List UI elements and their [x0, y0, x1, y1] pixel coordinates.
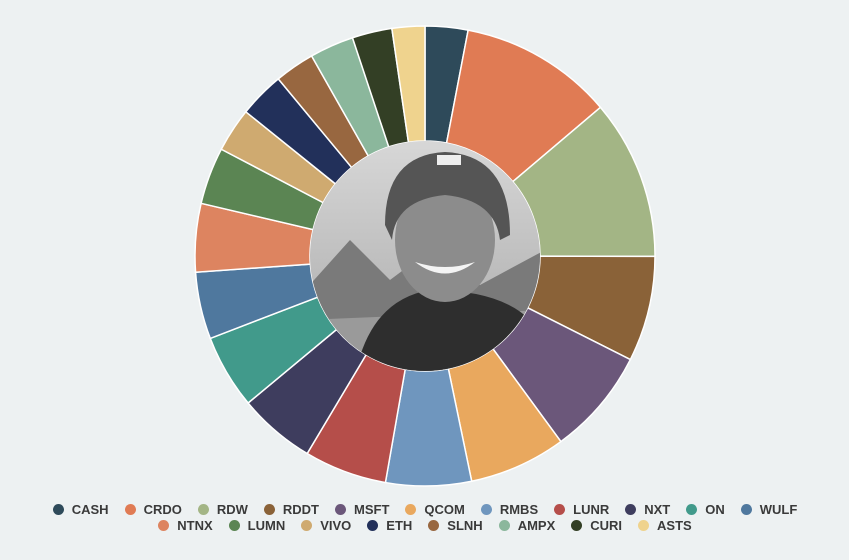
- legend-label: CURI: [590, 517, 623, 533]
- legend-label: CRDO: [143, 501, 182, 517]
- legend-label: ON: [705, 501, 725, 517]
- legend-label: AMPX: [517, 517, 556, 533]
- legend-swatch: [480, 503, 492, 515]
- legend-swatch: [158, 519, 170, 531]
- legend-label: QCOM: [424, 501, 465, 517]
- legend-label: ETH: [386, 517, 413, 533]
- legend-label: NXT: [644, 501, 671, 517]
- legend-swatch: [571, 519, 583, 531]
- legend-swatch: [686, 503, 698, 515]
- legend-item[interactable]: ON: [686, 501, 725, 517]
- legend-label: ASTS: [657, 517, 692, 533]
- legend-swatch: [638, 519, 650, 531]
- legend: CASH CRDO RDW RDDT MSFT QCOM RMBS LUNR NXT ON WULF…: [35, 501, 815, 533]
- legend-item[interactable]: LUMN: [228, 517, 286, 533]
- legend-label: NTNX: [177, 517, 213, 533]
- legend-item[interactable]: ETH: [367, 517, 413, 533]
- legend-swatch: [625, 503, 637, 515]
- legend-swatch: [228, 519, 240, 531]
- legend-swatch: [740, 503, 752, 515]
- legend-swatch: [554, 503, 566, 515]
- legend-item[interactable]: RMBS: [480, 501, 539, 517]
- legend-item[interactable]: QCOM: [405, 501, 465, 517]
- legend-item[interactable]: ASTS: [638, 517, 692, 533]
- legend-label: RMBS: [499, 501, 539, 517]
- legend-label: LUMN: [247, 517, 286, 533]
- legend-item[interactable]: CASH: [52, 501, 109, 517]
- slices: [194, 25, 656, 487]
- legend-item[interactable]: WULF: [740, 501, 798, 517]
- chart: [194, 25, 656, 487]
- legend-label: MSFT: [354, 501, 390, 517]
- legend-swatch: [301, 519, 313, 531]
- legend-item[interactable]: CRDO: [124, 501, 182, 517]
- legend-swatch: [124, 503, 136, 515]
- legend-item[interactable]: CURI: [571, 517, 623, 533]
- legend-swatch: [367, 519, 379, 531]
- legend-item[interactable]: SLNH: [428, 517, 483, 533]
- legend-swatch: [263, 503, 275, 515]
- legend-label: RDDT: [282, 501, 319, 517]
- legend-label: LUNR: [573, 501, 610, 517]
- legend-item[interactable]: VIVO: [301, 517, 352, 533]
- legend-item[interactable]: MSFT: [335, 501, 390, 517]
- legend-item[interactable]: AMPX: [498, 517, 556, 533]
- legend-swatch: [335, 503, 346, 515]
- legend-label: SLNH: [447, 517, 483, 533]
- legend-item[interactable]: NXT: [625, 501, 671, 517]
- legend-swatch: [52, 503, 64, 515]
- legend-swatch: [428, 519, 440, 531]
- legend-label: VIVO: [320, 517, 352, 533]
- legend-swatch: [197, 503, 209, 515]
- legend-item[interactable]: NTNX: [158, 517, 213, 533]
- legend-item[interactable]: LUNR: [554, 501, 610, 517]
- legend-label: RDW: [216, 501, 248, 517]
- legend-item[interactable]: RDDT: [263, 501, 319, 517]
- legend-swatch: [405, 503, 417, 515]
- legend-item[interactable]: RDW: [197, 501, 248, 517]
- legend-swatch: [498, 519, 510, 531]
- legend-label: WULF: [759, 501, 798, 517]
- legend-label: CASH: [71, 501, 109, 517]
